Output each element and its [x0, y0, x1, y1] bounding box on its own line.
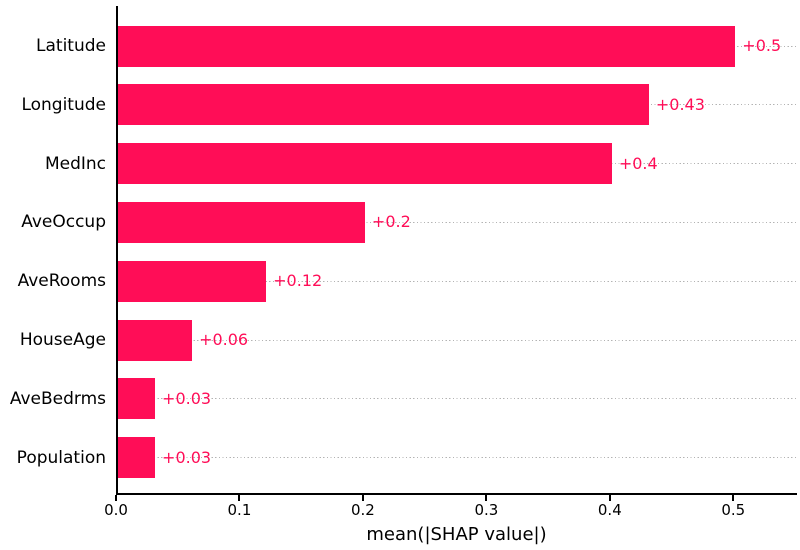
- x-tick-label: 0.1: [227, 501, 252, 519]
- bar-value-label: +0.03: [162, 388, 212, 408]
- x-tick-mark: [238, 495, 241, 501]
- y-tick-label-longitude: Longitude: [21, 94, 106, 115]
- row-gridline: [118, 398, 797, 400]
- bar-averooms: [118, 260, 267, 302]
- bar-houseage: [118, 319, 193, 361]
- row-gridline: [118, 280, 797, 282]
- x-tick-label: 0.2: [350, 501, 375, 519]
- bar-value-label: +0.03: [162, 447, 212, 467]
- row-gridline: [118, 457, 797, 459]
- x-tick-mark: [115, 495, 117, 501]
- y-tick-label-population: Population: [16, 447, 106, 468]
- x-tick-label: 0.0: [104, 501, 128, 519]
- plot-area: +0.5 +0.43 +0.4 +0.2 +0.12 +0.06 +0.03 +0.03: [116, 6, 797, 495]
- bar-medinc: [118, 143, 612, 185]
- x-tick-mark: [485, 495, 488, 501]
- y-tick-label-medinc: MedInc: [44, 153, 106, 174]
- bar-value-label: +0.06: [199, 330, 249, 349]
- y-tick-label-averooms: AveRooms: [17, 271, 106, 292]
- bar-value-label: +0.5: [742, 36, 782, 55]
- y-tick-label-houseage: HouseAge: [19, 330, 106, 350]
- y-tick-label-avebedrms: AveBedrms: [9, 388, 106, 409]
- x-tick-mark: [361, 495, 364, 501]
- bar-aveoccup: [118, 201, 365, 243]
- y-tick-label-aveoccup: AveOccup: [21, 212, 106, 233]
- row-gridline: [118, 339, 797, 341]
- x-tick-mark: [608, 495, 611, 501]
- x-axis-title: mean(|SHAP value|): [366, 524, 547, 545]
- bar-latitude: [118, 25, 736, 67]
- y-tick-label-latitude: Latitude: [36, 36, 106, 56]
- bar-population: [118, 437, 156, 479]
- x-tick-label: 0.5: [721, 501, 746, 519]
- bar-avebedrms: [118, 378, 156, 420]
- x-tick-label: 0.3: [474, 501, 499, 519]
- bar-value-label: +0.4: [618, 153, 658, 173]
- bar-value-label: +0.43: [655, 94, 705, 114]
- x-tick-label: 0.4: [597, 501, 622, 519]
- row-gridline: [118, 221, 797, 223]
- bar-longitude: [118, 84, 649, 126]
- x-tick-mark: [732, 495, 735, 501]
- bar-value-label: +0.2: [371, 212, 411, 232]
- bar-value-label: +0.12: [273, 271, 323, 291]
